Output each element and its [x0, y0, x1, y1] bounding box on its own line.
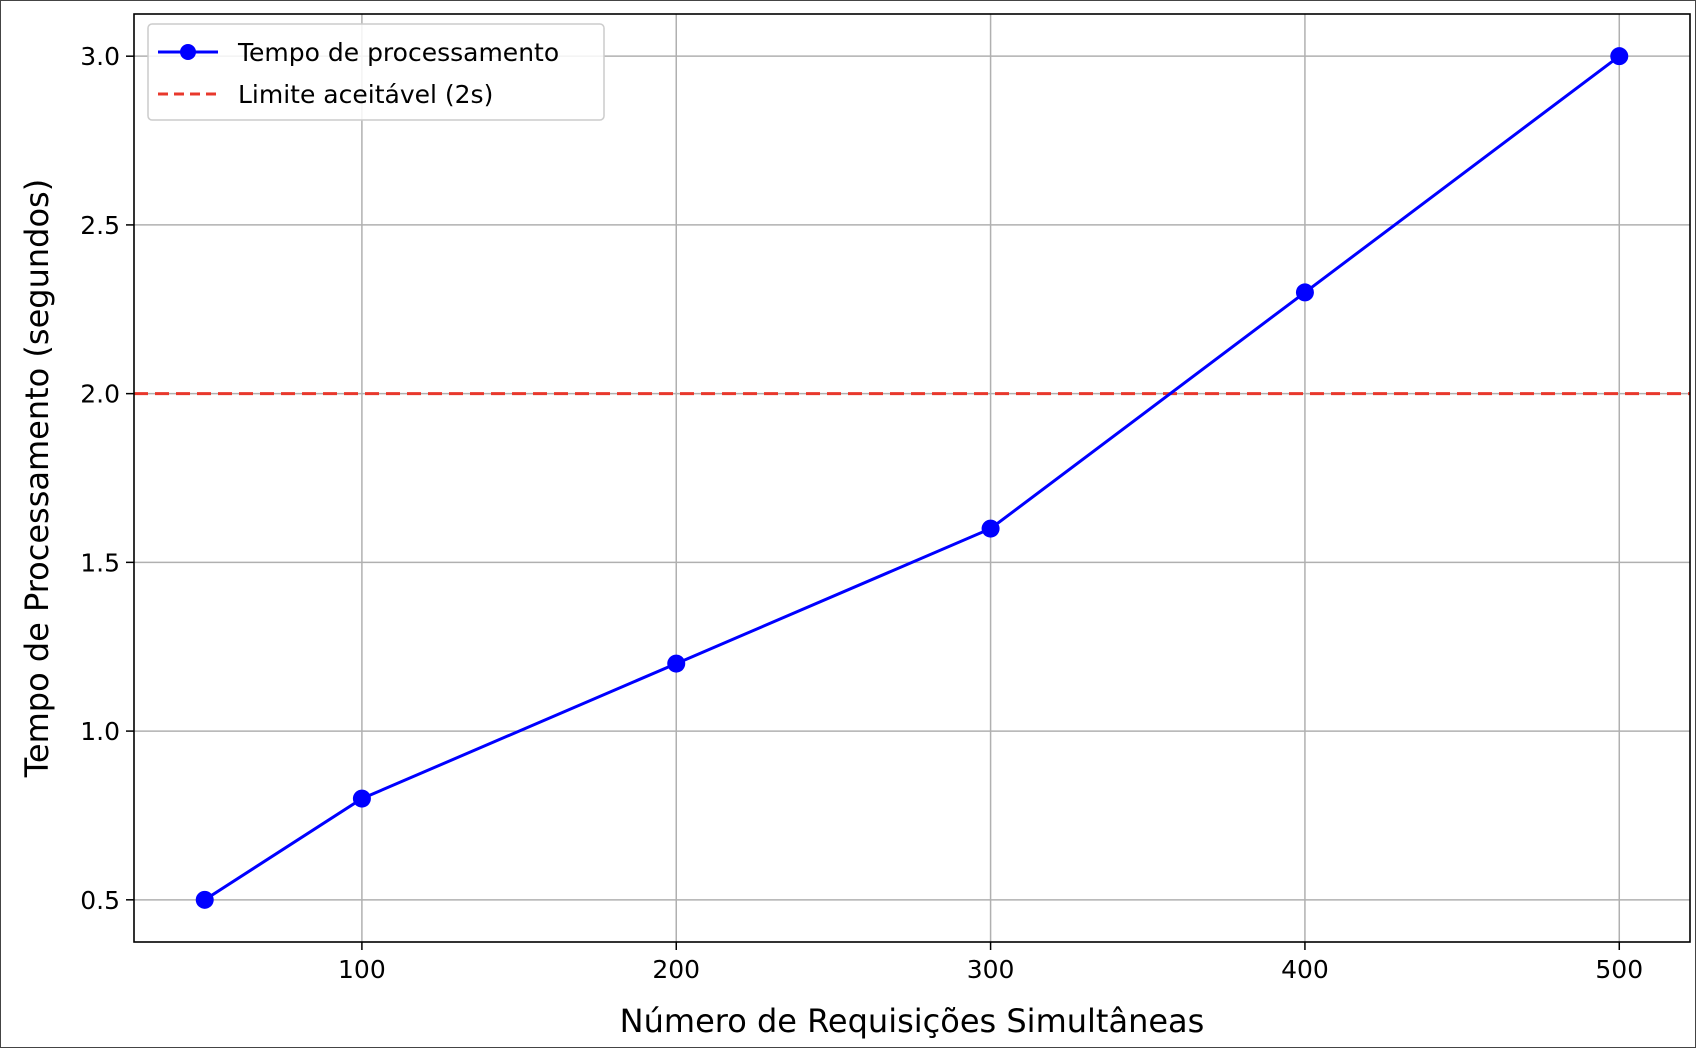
data-point [352, 789, 371, 808]
legend-swatch-marker [180, 44, 196, 60]
x-tick-label: 400 [1281, 955, 1329, 984]
y-tick-label: 3.0 [80, 42, 120, 71]
legend-entry-label: Limite aceitável (2s) [238, 80, 493, 109]
plot-area-frame [133, 13, 1691, 943]
y-tick-label: 1.5 [80, 548, 120, 577]
x-tick-label: 500 [1595, 955, 1643, 984]
x-axis-label: Número de Requisições Simultâneas [620, 1002, 1205, 1040]
legend-box [147, 23, 605, 121]
x-tick-label: 300 [967, 955, 1015, 984]
y-axis-label: Tempo de Processamento (segundos) [18, 179, 56, 778]
series-line [203, 54, 1621, 902]
series-layer [195, 47, 1629, 909]
data-point [1610, 47, 1629, 66]
data-point [981, 519, 1000, 538]
y-tick-label: 2.5 [80, 211, 120, 240]
y-tick-label: 0.5 [80, 886, 120, 915]
legend: Tempo de processamento Limite aceitável … [147, 23, 605, 121]
data-point [195, 890, 214, 909]
legend-entry-label: Tempo de processamento [237, 38, 559, 67]
x-tick-label: 100 [338, 955, 386, 984]
data-point [1295, 283, 1314, 302]
data-point [667, 654, 686, 673]
x-tick-label: 200 [652, 955, 700, 984]
y-tick-label: 2.0 [80, 380, 120, 409]
y-tick-label: 1.0 [80, 717, 120, 746]
x-axis-ticks: 100 200 300 400 500 [338, 942, 1643, 984]
y-axis-ticks: 0.5 1.0 1.5 2.0 2.5 3.0 [80, 42, 134, 915]
